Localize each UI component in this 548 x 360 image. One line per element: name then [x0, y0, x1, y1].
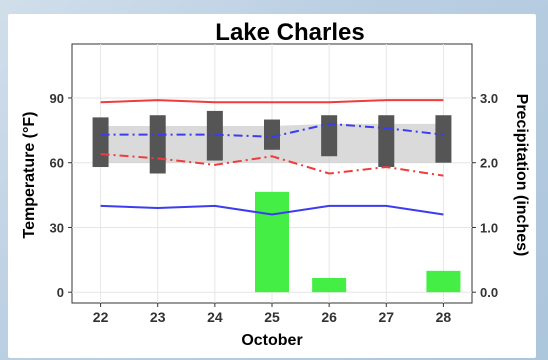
precipitation-bar	[255, 191, 289, 293]
x-tick-label: 22	[93, 309, 109, 325]
y-tick-label-left: 30	[50, 220, 64, 235]
y-tick-label-right: 1.0	[480, 220, 498, 235]
observed-temp-bar	[264, 119, 280, 150]
observed-range-layer	[92, 110, 452, 174]
x-tick-label: 26	[321, 309, 337, 325]
y-tick-label-right: 3.0	[480, 91, 498, 106]
y-tick-label-right: 0.0	[480, 285, 498, 300]
y-axis-title-right: Precipitation (inches)	[513, 94, 530, 257]
precipitation-layer	[255, 191, 461, 293]
y-tick-label-right: 2.0	[480, 156, 498, 171]
title-background	[188, 16, 388, 46]
observed-temp-bar	[206, 110, 223, 161]
lines-layer	[100, 99, 444, 216]
record-high-line	[100, 99, 444, 104]
ticks-layer: 0 30 60 90 0.0 1.0 2.0 3.0 22 23 24 25 26 27 28	[50, 91, 499, 325]
x-tick-label: 25	[264, 309, 280, 325]
precipitation-bar	[426, 270, 461, 293]
x-tick-label: 23	[150, 309, 166, 325]
precipitation-bar	[312, 277, 347, 293]
observed-temp-bar	[92, 117, 109, 168]
x-tick-label: 28	[436, 309, 452, 325]
observed-temp-bar	[378, 115, 395, 168]
observed-temp-bar	[321, 115, 338, 157]
observed-temp-bar	[435, 115, 452, 163]
chart-title: Lake Charles	[215, 19, 364, 46]
record-low-line	[100, 204, 444, 216]
x-axis-title: October	[241, 332, 302, 349]
normal-high-line	[100, 122, 444, 138]
x-tick-label: 24	[207, 309, 223, 325]
x-tick-label: 27	[378, 309, 394, 325]
y-tick-label-left: 90	[50, 91, 64, 106]
y-tick-label-left: 0	[57, 285, 64, 300]
normal-low-line	[100, 153, 444, 177]
y-tick-label-left: 60	[50, 156, 64, 171]
observed-temp-bar	[149, 115, 166, 174]
y-axis-title-left: Temperature (°F)	[21, 111, 38, 238]
